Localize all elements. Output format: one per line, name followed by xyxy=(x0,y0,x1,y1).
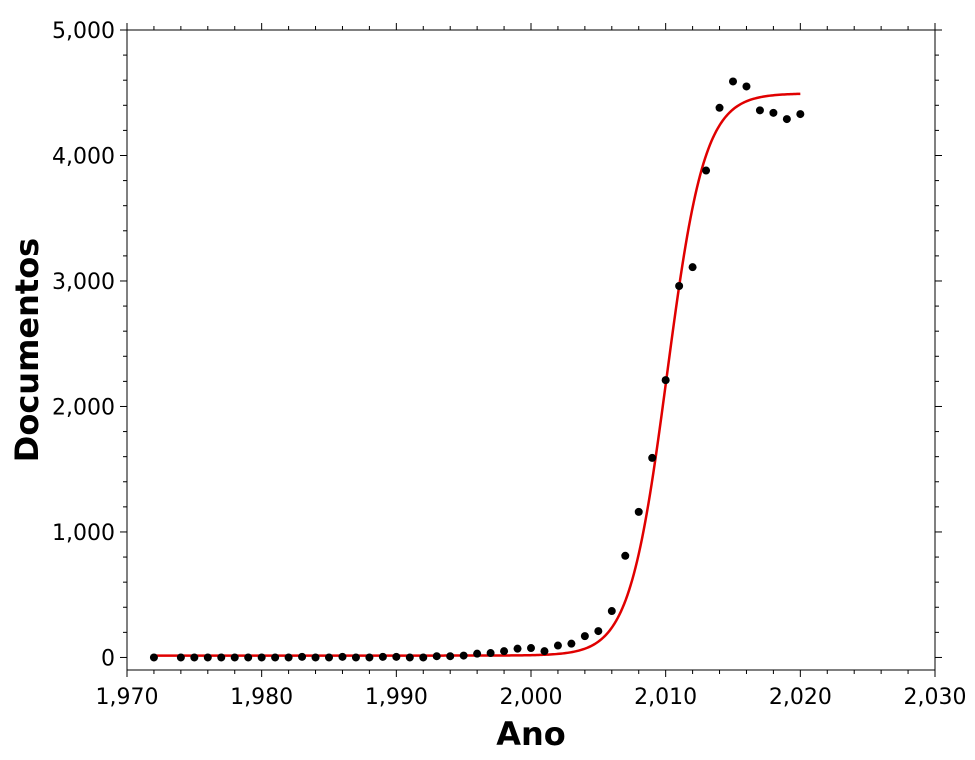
data-point xyxy=(311,653,320,662)
data-point xyxy=(405,653,414,662)
data-point xyxy=(648,453,657,462)
data-point xyxy=(325,653,333,662)
data-point xyxy=(634,507,643,516)
data-point xyxy=(244,653,253,662)
y-tick-label: 5,000 xyxy=(52,19,115,44)
data-point xyxy=(782,115,791,124)
x-tick-label: 1,980 xyxy=(230,685,293,710)
data-point xyxy=(702,166,711,175)
data-point xyxy=(149,653,158,662)
data-point xyxy=(527,644,535,653)
data-point xyxy=(378,652,387,661)
data-point xyxy=(432,652,441,661)
data-point xyxy=(567,639,576,648)
data-point xyxy=(298,652,307,661)
x-axis-ticks: 1,970 1,980 1,990 2,000 2,010 2,020 2,030 xyxy=(96,23,967,710)
data-point xyxy=(473,649,482,658)
x-tick-label: 2,030 xyxy=(904,685,967,710)
data-points-layer xyxy=(149,77,805,662)
data-point xyxy=(271,653,280,662)
y-tick-label: 3,000 xyxy=(52,270,115,295)
x-axis-title: Ano xyxy=(496,715,566,753)
data-point xyxy=(351,653,360,662)
data-point xyxy=(419,653,428,662)
data-point xyxy=(230,653,239,662)
data-point xyxy=(796,110,805,119)
data-point xyxy=(257,653,266,662)
y-tick-label: 2,000 xyxy=(52,395,115,420)
data-point xyxy=(392,652,401,661)
data-point xyxy=(755,106,764,115)
data-point xyxy=(203,653,212,662)
plot-frame xyxy=(126,29,936,671)
y-tick-label: 4,000 xyxy=(52,144,115,169)
data-point xyxy=(500,647,509,656)
data-point xyxy=(688,263,697,272)
fit-curve xyxy=(153,92,801,657)
data-point xyxy=(580,632,589,641)
y-axis-ticks: 0 1,000 2,000 3,000 4,000 5,000 xyxy=(52,19,942,671)
data-point xyxy=(540,647,549,656)
y-axis-title: Documentos xyxy=(8,238,46,462)
data-point xyxy=(459,651,468,660)
data-point xyxy=(729,77,737,86)
x-tick-label: 1,990 xyxy=(365,685,428,710)
data-point xyxy=(284,653,293,662)
data-point xyxy=(742,82,751,91)
data-point xyxy=(715,103,724,112)
data-point xyxy=(675,282,684,290)
fit-curve-layer xyxy=(153,92,801,657)
data-point xyxy=(553,641,562,650)
data-point xyxy=(446,652,455,661)
data-point xyxy=(607,607,616,616)
x-tick-label: 2,000 xyxy=(500,685,563,710)
data-point xyxy=(769,108,778,117)
data-point xyxy=(513,644,522,653)
data-point xyxy=(661,376,670,385)
y-tick-label: 1,000 xyxy=(52,521,115,546)
data-point xyxy=(338,652,347,661)
y-tick-label: 0 xyxy=(101,646,115,671)
x-tick-label: 2,020 xyxy=(769,685,832,710)
data-point xyxy=(486,649,495,658)
x-tick-label: 1,970 xyxy=(96,685,159,710)
data-point xyxy=(217,653,226,662)
data-point xyxy=(621,551,630,560)
data-point xyxy=(176,653,185,662)
x-tick-label: 2,010 xyxy=(634,685,697,710)
data-point xyxy=(594,627,603,636)
data-point xyxy=(365,653,374,662)
data-point xyxy=(190,653,199,662)
